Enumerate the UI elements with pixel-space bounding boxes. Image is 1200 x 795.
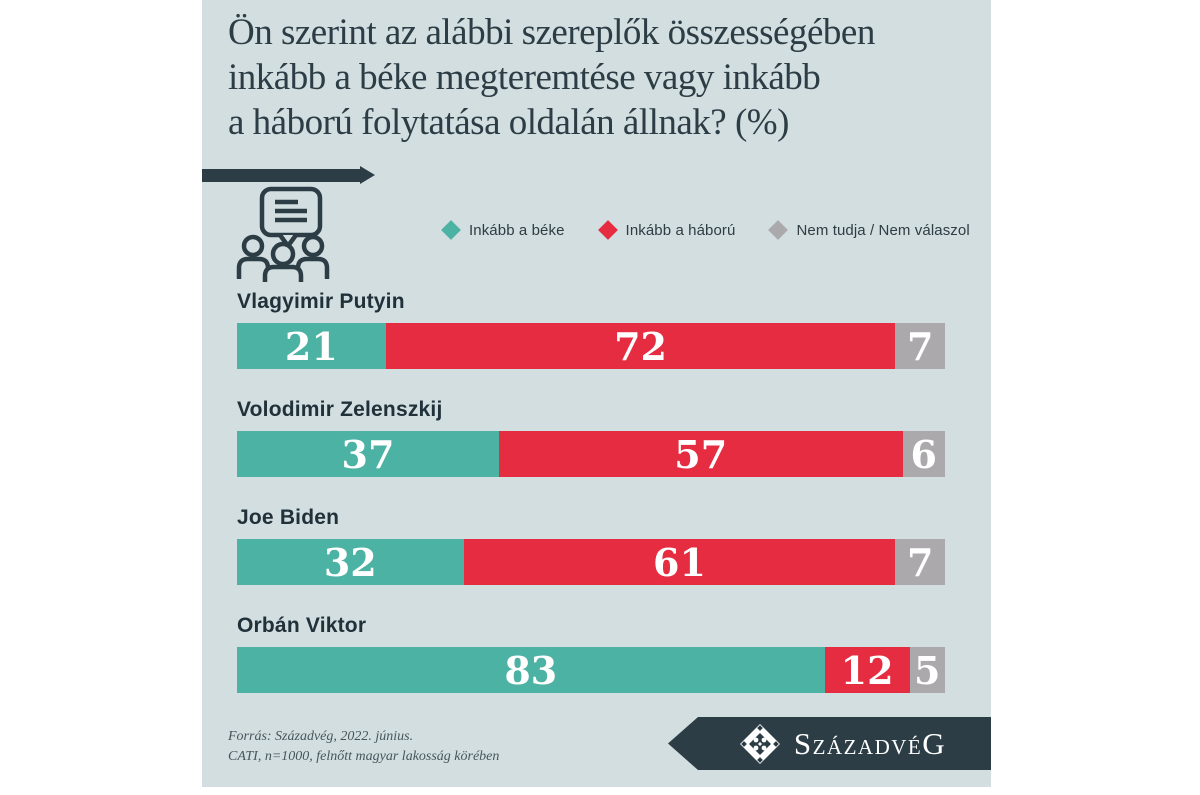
brand-name: SZÁZADVÉG xyxy=(794,728,946,759)
brand-tail: G xyxy=(922,726,947,761)
legend-diamond-icon xyxy=(597,220,618,240)
legend-item: Nem tudja / Nem válaszol xyxy=(768,220,970,240)
chart-rows: Vlagyimir Putyin 21 72 7 Volodimir Zelenszki… xyxy=(237,290,945,722)
bar-segment: 57 xyxy=(498,431,903,477)
chart-row: Joe Biden 32 61 7 xyxy=(237,506,945,585)
chart-title-line: Ön szerint az alábbi szereplők összesség… xyxy=(228,12,875,53)
bar-segment: 5 xyxy=(909,647,945,693)
category-label: Joe Biden xyxy=(237,506,340,529)
bar-segment: 61 xyxy=(463,539,896,585)
bar-segment: 83 xyxy=(237,647,825,693)
source-line: CATI, n=1000, felnőtt magyar lakosság kö… xyxy=(228,749,500,764)
legend: Inkább a béke Inkább a háború Nem tudja / … xyxy=(441,212,970,248)
chart-title-line: inkább a béke megteremtése vagy inkább xyxy=(228,57,821,98)
bar-segment: 21 xyxy=(237,323,386,369)
source-line: Forrás: Századvég, 2022. június. xyxy=(228,729,414,744)
bar-segment: 6 xyxy=(902,431,945,477)
brand-mid: ZÁZADVÉ xyxy=(812,735,923,759)
chart-title: Ön szerint az alábbi szereplők összesség… xyxy=(228,10,875,145)
arrow-divider xyxy=(202,166,375,184)
legend-item-label: Nem tudja / Nem válaszol xyxy=(796,221,970,239)
stacked-bar: 32 61 7 xyxy=(237,539,945,585)
legend-item: Inkább a háború xyxy=(597,220,736,240)
legend-item: Inkább a béke xyxy=(441,220,565,240)
category-label: Vlagyimir Putyin xyxy=(237,290,405,313)
infographic-card: Ön szerint az alábbi szereplők összesség… xyxy=(202,0,991,787)
brand-lead: S xyxy=(793,726,813,761)
bar-segment: 7 xyxy=(895,323,945,369)
bar-segment: 7 xyxy=(895,539,945,585)
stacked-bar: 21 72 7 xyxy=(237,323,945,369)
chart-row: Vlagyimir Putyin 21 72 7 xyxy=(237,290,945,369)
source-note: Forrás: Századvég, 2022. június. CATI, n… xyxy=(228,727,499,767)
brand-banner: SZÁZADVÉG xyxy=(668,717,991,770)
bar-segment: 37 xyxy=(237,431,499,477)
survey-people-icon xyxy=(236,184,330,289)
legend-item-label: Inkább a háború xyxy=(625,221,736,239)
legend-diamond-icon xyxy=(441,220,461,240)
stacked-bar: 37 57 6 xyxy=(237,431,945,477)
szazadveg-diamond-icon xyxy=(739,723,781,765)
bar-segment: 12 xyxy=(824,647,910,693)
chart-title-line: a háború folytatása oldalán állnak? (%) xyxy=(228,102,789,143)
category-label: Volodimir Zelenszkij xyxy=(237,398,443,421)
stacked-bar: 83 12 5 xyxy=(237,647,945,693)
bar-segment: 72 xyxy=(385,323,896,369)
bar-segment: 32 xyxy=(237,539,464,585)
chart-row: Orbán Viktor 83 12 5 xyxy=(237,614,945,693)
chart-row: Volodimir Zelenszkij 37 57 6 xyxy=(237,398,945,477)
legend-item-label: Inkább a béke xyxy=(469,221,565,239)
category-label: Orbán Viktor xyxy=(237,614,367,637)
legend-diamond-icon xyxy=(768,220,789,240)
